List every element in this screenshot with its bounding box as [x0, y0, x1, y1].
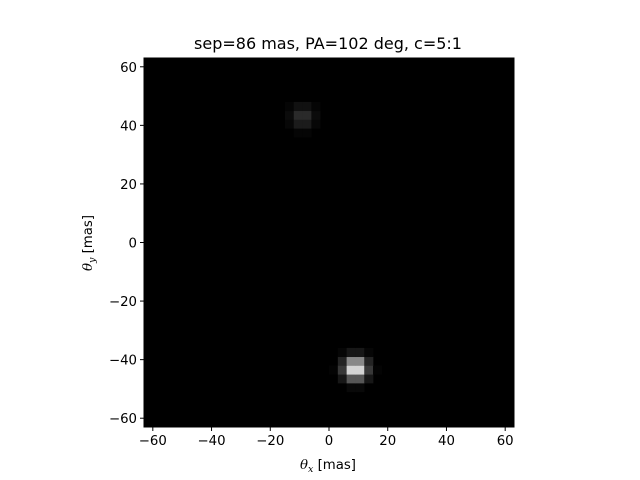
x-tick-label: −40	[198, 434, 226, 449]
y-tick-label: −20	[109, 295, 137, 310]
x-axis-ticks: −60 −40 −20 0 20 40 60	[139, 427, 514, 449]
image-pixel	[346, 365, 356, 375]
image-pixel	[302, 119, 312, 129]
x-axis-unit: [mas]	[313, 458, 356, 473]
y-axis-ticks: −60 −40 −20 0 20 40 60	[109, 61, 144, 427]
image-pixel	[364, 365, 374, 375]
y-axis-unit: [mas]	[81, 215, 96, 258]
y-tick-label: −40	[109, 354, 137, 369]
y-tick-label: 40	[120, 119, 137, 134]
x-axis-subscript: x	[308, 464, 314, 475]
image-pixel	[346, 383, 356, 393]
image-pixel	[337, 356, 347, 366]
y-axis-symbol: θ	[81, 263, 96, 271]
image-pixel	[311, 101, 321, 112]
x-tick-label: 40	[438, 434, 455, 449]
image-pixels	[284, 101, 383, 393]
x-tick-label: 60	[497, 434, 514, 449]
x-tick-label: 20	[379, 434, 396, 449]
image-pixel	[337, 365, 347, 375]
image-pixel	[364, 356, 374, 366]
image-pixel	[311, 119, 321, 129]
image-pixel	[346, 347, 356, 358]
image-pixel	[293, 119, 303, 129]
image-pixel	[302, 101, 312, 112]
image-pixel	[293, 101, 303, 112]
y-axis-label: θy [mas]	[81, 215, 98, 271]
x-axis-label: θx [mas]	[300, 458, 356, 475]
image-pixel	[284, 110, 295, 120]
chart-title: sep=86 mas, PA=102 deg, c=5:1	[194, 34, 462, 53]
y-axis-subscript: y	[87, 257, 98, 264]
image-pixel	[373, 365, 383, 375]
image-pixel	[364, 347, 374, 358]
image-pixel	[302, 110, 312, 120]
x-axis-symbol: θ	[300, 458, 308, 473]
plot-area	[143, 57, 515, 428]
image-pixel	[355, 365, 365, 375]
image-pixel	[329, 365, 339, 375]
image-pixel	[355, 347, 365, 358]
x-tick-label: −60	[139, 434, 167, 449]
image-pixel	[293, 110, 303, 120]
image-pixel	[302, 128, 312, 138]
x-tick-label: −20	[256, 434, 284, 449]
image-pixel	[346, 356, 356, 366]
image-pixel	[284, 119, 295, 129]
image-pixel	[355, 374, 365, 384]
y-tick-label: −60	[109, 412, 137, 427]
image-pixel	[284, 101, 295, 112]
y-tick-label: 60	[120, 61, 137, 76]
y-tick-label: 0	[129, 237, 137, 252]
image-pixel	[337, 374, 347, 384]
image-pixel	[364, 374, 374, 384]
image-pixel	[355, 383, 365, 393]
image-pixel	[293, 128, 303, 138]
image-pixel	[346, 374, 356, 384]
x-tick-label: 0	[325, 434, 333, 449]
y-tick-label: 20	[120, 178, 137, 193]
image-pixel	[337, 347, 347, 358]
image-pixel	[355, 356, 365, 366]
image-pixel	[311, 110, 321, 120]
